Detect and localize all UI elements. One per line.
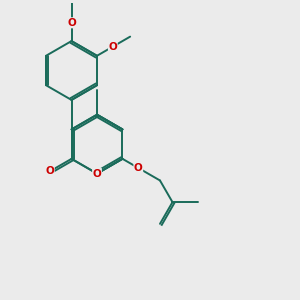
Text: O: O xyxy=(46,166,54,176)
Text: O: O xyxy=(93,169,101,178)
Text: O: O xyxy=(134,163,143,173)
Text: O: O xyxy=(108,42,117,52)
Text: O: O xyxy=(67,18,76,28)
